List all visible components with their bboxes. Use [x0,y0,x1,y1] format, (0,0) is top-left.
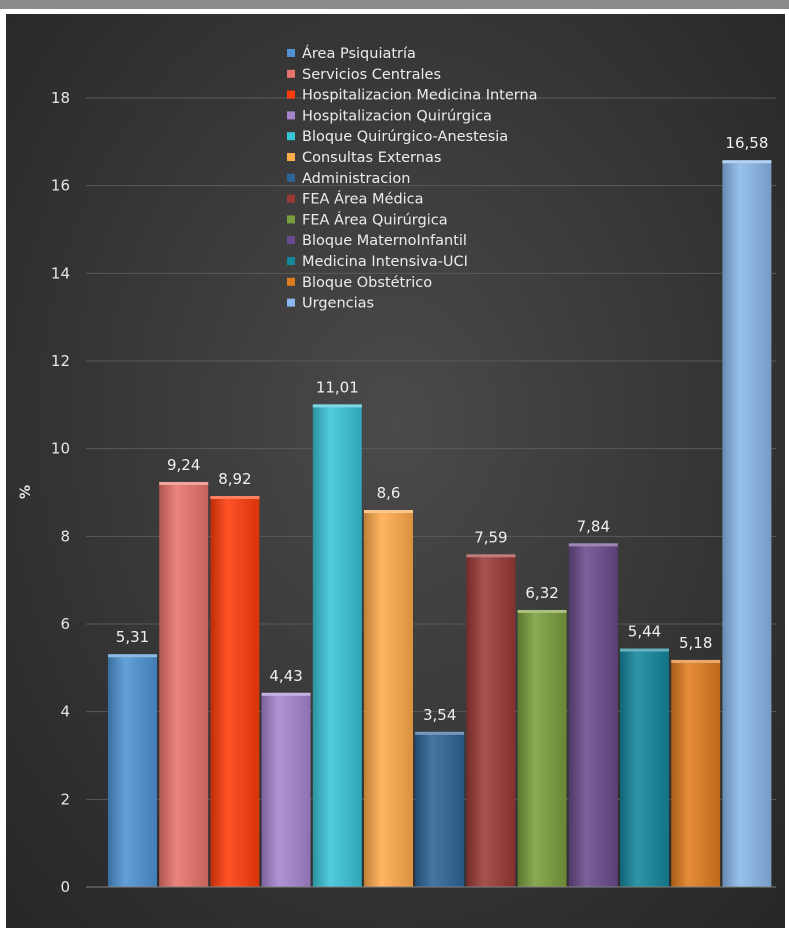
data-label: 5,18 [679,634,712,652]
data-labels: 5,31 9,24 8,92 4,43 11,01 8,6 3,54 7,59 6,32 7,84… [116,134,769,724]
legend-item: Hospitalizacion Medicina Interna [287,88,538,104]
legend-label: FEA Área Quirúrgica [302,211,448,228]
legend-label: Administracion [302,171,410,187]
bar-0 [108,654,157,887]
legend-item: FEA Área Quirúrgica [287,211,448,228]
bar-5 [364,510,413,887]
legend-item: FEA Área Médica [287,191,424,208]
bar-3 [261,692,311,887]
data-label: 7,84 [577,517,610,535]
y-tick-label: 16 [51,177,70,195]
legend-label: Hospitalizacion Medicina Interna [302,88,538,104]
data-label: 5,31 [116,628,149,646]
legend-swatch [287,257,295,265]
bar-top-6 [415,731,465,735]
legend-label: FEA Área Médica [302,191,424,208]
bar-top-0 [108,654,157,658]
legend-item: Bloque Obstétrico [287,275,432,291]
legend-item: Consultas Externas [287,150,441,166]
legend-swatch [287,132,295,141]
bar-top-7 [466,554,516,558]
legend-item: Medicina Intensiva-UCI [287,254,468,270]
bar-top-4 [312,404,362,408]
bar-8 [517,609,567,887]
legend: Área Psiquiatría Servicios Centrales Hospi… [287,45,538,312]
legend-swatch [287,215,295,224]
bar-11 [671,659,721,887]
y-tick-label: 6 [60,615,70,633]
bar-1 [159,481,209,887]
y-tick-label: 10 [51,440,70,458]
legend-swatch [287,90,295,99]
legend-label: Servicios Centrales [302,67,441,83]
bar-7 [466,554,516,887]
legend-item: Bloque MaternoInfantil [287,233,467,249]
legend-item: Urgencias [287,296,374,312]
bar-top-9 [568,543,618,547]
y-tick-label: 0 [60,878,70,896]
y-tick-label: 14 [51,264,70,282]
legend-item: Área Psiquiatría [287,45,416,62]
bar-12 [722,160,772,887]
legend-label: Bloque Quirúrgico-Anestesia [302,129,508,145]
y-tick-label: 12 [51,352,70,370]
legend-label: Medicina Intensiva-UCI [302,254,468,270]
legend-label: Área Psiquiatría [302,45,416,62]
y-tick-label: 2 [60,790,70,808]
y-axis-ticks: 0 2 4 6 8 10 12 14 16 18 [51,89,70,896]
legend-item: Servicios Centrales [287,67,441,83]
legend-label: Bloque Obstétrico [302,275,432,291]
y-tick-label: 4 [60,703,70,721]
data-label: 8,92 [218,470,251,488]
bar-top-3 [261,692,311,696]
data-label: 11,01 [316,378,359,396]
data-label: 7,59 [474,528,507,546]
legend-swatch [287,173,295,182]
bar-4 [312,404,362,887]
legend-item: Hospitalizacion Quirúrgica [287,108,492,124]
bar-6 [415,731,465,887]
bar-top-12 [722,160,772,164]
legend-swatch [287,298,295,307]
bar-top-8 [517,609,567,613]
bar-top-5 [364,510,413,514]
bars [108,160,772,887]
legend-label: Hospitalizacion Quirúrgica [302,108,492,124]
legend-swatch [287,153,295,161]
data-label: 16,58 [725,134,768,152]
legend-swatch [287,236,295,245]
legend-swatch [287,194,295,203]
legend-item: Bloque Quirúrgico-Anestesia [287,129,508,145]
data-label: 3,54 [423,706,456,724]
bar-top-2 [210,496,260,500]
legend-label: Bloque MaternoInfantil [302,233,467,249]
top-border-bar [0,0,789,9]
y-tick-label: 8 [60,527,70,545]
bar-top-11 [671,659,721,663]
data-label: 8,6 [377,484,401,502]
data-label: 6,32 [525,584,558,602]
bar-2 [210,496,260,887]
legend-swatch [287,49,295,57]
y-tick-label: 18 [51,89,70,107]
legend-label: Urgencias [302,296,374,312]
data-label: 5,44 [628,623,661,641]
bar-top-1 [159,481,209,485]
legend-swatch [287,111,295,120]
bar-9 [568,543,618,887]
bar-10 [620,648,669,887]
legend-label: Consultas Externas [302,150,441,166]
legend-swatch [287,277,295,286]
legend-swatch [287,69,295,78]
data-label: 4,43 [269,667,302,685]
bar-top-10 [620,648,669,652]
legend-item: Administracion [287,171,410,187]
data-label: 9,24 [167,456,200,474]
y-axis-label: % [18,485,34,499]
